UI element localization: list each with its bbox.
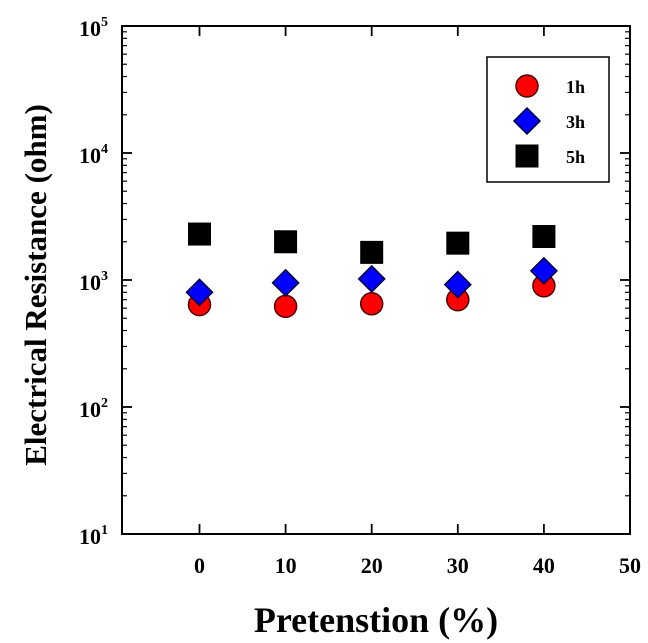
x-axis-ticks: 0 10 20 30 40 50 [194,26,641,578]
y-tick-label: 105 [79,15,108,41]
point-5h [532,225,556,249]
point-5h [274,230,298,254]
point-3h [185,278,214,307]
point-3h [443,270,472,299]
x-tick-label: 50 [619,553,641,578]
point-3h [529,256,558,285]
y-tick-label: 104 [79,142,108,168]
legend-label-3h: 3h [566,112,585,132]
point-1h [273,294,298,319]
legend-marker-1h [515,74,539,98]
point-3h [271,268,300,297]
legend-label-5h: 5h [566,147,585,167]
legend-box [486,56,610,183]
x-tick-label: 30 [447,553,469,578]
point-5h [360,240,384,264]
data-points [185,222,558,319]
point-3h [357,264,386,293]
y-axis-label: Electrical Resistance (ohm) [18,104,53,466]
x-tick-label: 0 [194,553,205,578]
y-tick-label: 101 [79,523,108,549]
legend: 1h 3h 5h [486,56,610,183]
legend-marker-5h [515,144,539,168]
legend-label-1h: 1h [566,77,585,97]
y-tick-label: 103 [79,269,108,295]
x-axis-label: Pretenstion (%) [254,600,498,640]
point-5h [446,231,470,255]
point-5h [187,222,211,246]
point-1h [359,292,384,316]
legend-marker-3h [512,106,542,136]
x-tick-label: 10 [275,553,297,578]
x-tick-label: 20 [361,553,383,578]
y-tick-label: 102 [79,396,108,422]
x-tick-label: 40 [533,553,555,578]
y-axis-ticks: 101 102 103 104 105 [79,15,630,549]
